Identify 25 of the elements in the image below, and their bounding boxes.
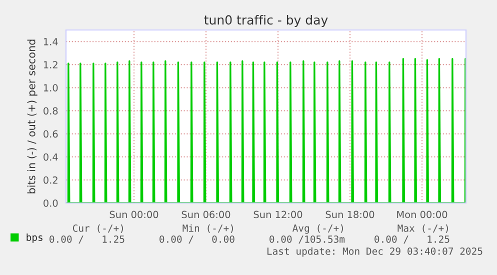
text: Min (-/+) xyxy=(182,224,233,233)
legend-label: bps xyxy=(26,233,42,243)
y-tick-label: 0.4 xyxy=(44,153,58,161)
y-tick-label: 1.2 xyxy=(44,61,58,68)
text: Last update: Mon Dec 29 03:40:07 2025 xyxy=(267,247,482,257)
x-tick-label: Sun 06:00 xyxy=(182,210,230,218)
text: Avg (-/+) xyxy=(292,224,343,234)
y-tick-label: 0.6 xyxy=(44,130,58,138)
y-tick-label: 0.2 xyxy=(44,176,58,184)
text: Cur (-/+) xyxy=(72,224,123,233)
text: 0.00 /105.53m xyxy=(270,235,345,244)
y-tick-label: 0.8 xyxy=(44,107,58,115)
x-tick-label: Sun 12:00 xyxy=(254,210,302,218)
x-tick-label: Sun 18:00 xyxy=(326,210,374,218)
y-tick-label: 1.4 xyxy=(44,38,58,46)
text: Max (-/+) xyxy=(398,224,448,233)
y-tick-label: 1.0 xyxy=(44,84,58,92)
text: 0.00 / 1.25 xyxy=(50,235,124,244)
chart-title: tun0 traffic - by day xyxy=(204,14,328,28)
text: 0.00 / 1.25 xyxy=(374,235,450,244)
y-axis-title: bits in (-) / out (+) per second xyxy=(27,40,38,194)
x-tick-label: Mon 00:00 xyxy=(397,210,448,218)
y-tick-label: 0.0 xyxy=(44,199,58,207)
text: 0.00 / 0.00 xyxy=(160,235,234,244)
x-tick-label: Sun 00:00 xyxy=(110,210,158,218)
